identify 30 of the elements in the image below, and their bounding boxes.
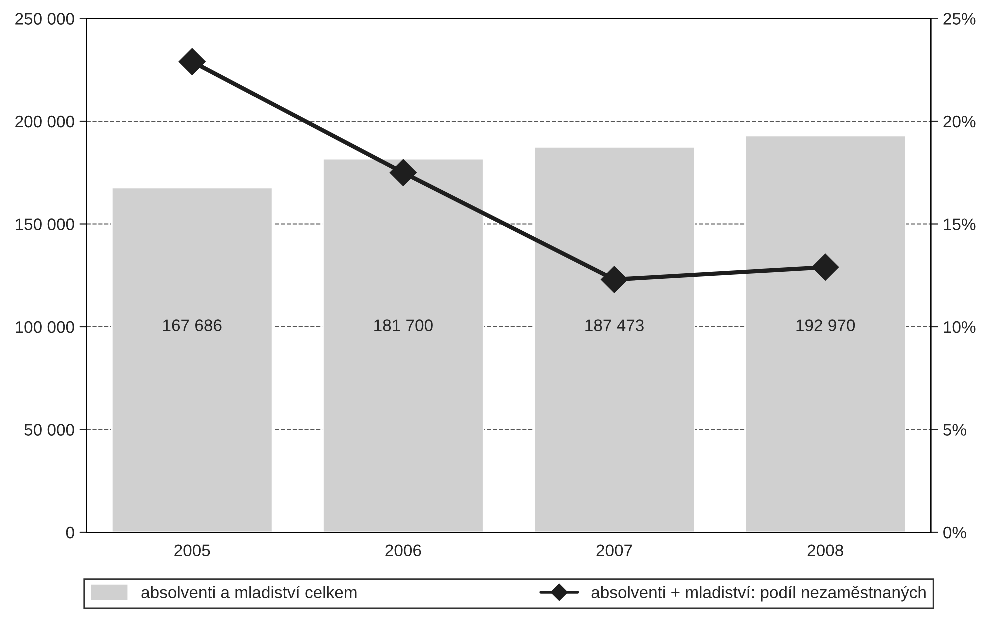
data-label: 187 473 [586,320,644,332]
y-tick-label: 50 000 [24,424,74,436]
y2-tick-label: 20% [944,116,976,128]
data-label: 181 700 [374,320,433,332]
legend-label: absolventi + mladiství: podíl nezaměstnaných [592,586,926,602]
y2-tick-label: 15% [944,218,976,230]
x-tick-label: 2005 [174,544,210,557]
bar [322,158,484,532]
text: absolventi a mladiství celkem [142,586,357,598]
y2-tick-label: 25% [944,13,976,25]
x-tick-label: 2007 [596,544,632,557]
bar [744,135,906,532]
point [601,266,628,294]
y-tick-label: 250 000 [16,13,74,25]
y-tick-label: 100 000 [16,321,74,334]
x-tick-label: 2006 [386,544,422,557]
point [390,159,417,186]
y2-tick-label: 5% [944,424,966,436]
y2-tick-label: 10% [944,321,976,334]
y-tick-label: 150 000 [16,218,74,230]
y-tick-label: 200 000 [16,116,74,128]
point [812,254,840,281]
bar [534,146,696,532]
point [178,48,206,76]
y-tick-label: 0 [66,526,74,539]
data-label: 192 970 [796,320,856,332]
data-label: 167 686 [164,320,222,332]
y2-tick-label: 0% [944,526,966,539]
bar [111,187,274,532]
x-tick-label: 2008 [808,544,844,557]
